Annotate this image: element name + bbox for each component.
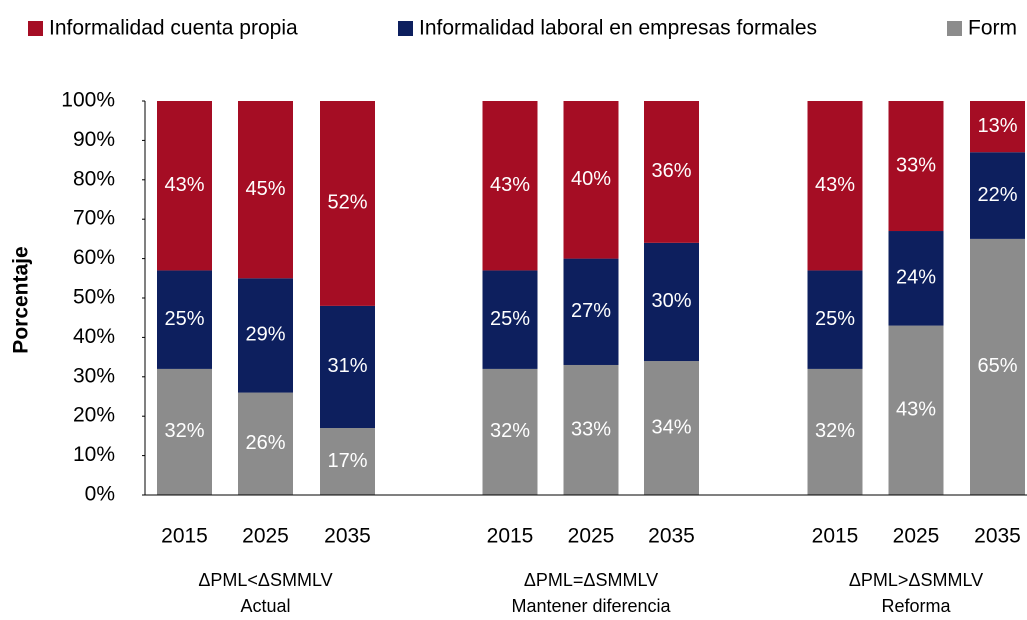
bar-segment [320, 101, 375, 306]
bar-segment [644, 101, 699, 243]
x-tick-label: 2035 [324, 525, 371, 548]
data-label: 22% [977, 184, 1017, 206]
group-sublabel: Actual [240, 596, 290, 616]
bar-segment [888, 231, 944, 326]
bar-segment [970, 101, 1025, 153]
data-label: 17% [327, 450, 367, 472]
data-label: 25% [490, 308, 530, 330]
bar-segment [807, 270, 863, 369]
data-label: 29% [245, 324, 285, 346]
data-label: 32% [490, 420, 530, 442]
bar-segment [888, 101, 944, 232]
group-label: ΔPML=ΔSMMLV [524, 570, 658, 590]
bar-segment [320, 305, 375, 429]
bar-segment [970, 238, 1025, 495]
y-tick-label: 0% [85, 483, 115, 506]
y-tick-label: 10% [73, 443, 115, 466]
x-tick-label: 2025 [568, 525, 615, 548]
bar-segment [238, 278, 293, 393]
y-tick-label: 90% [73, 128, 115, 151]
y-tick-label: 40% [73, 325, 115, 348]
bar-segment [157, 368, 212, 495]
data-label: 43% [164, 174, 204, 196]
legend-swatch [398, 21, 413, 36]
bar-segment [482, 270, 538, 369]
data-label: 43% [490, 174, 530, 196]
bar-segment [644, 361, 699, 495]
bar-segment [157, 101, 212, 271]
legend-label: Form [968, 17, 1017, 40]
y-tick-label: 30% [73, 364, 115, 387]
legend-swatch [947, 21, 962, 36]
y-tick-label: 80% [73, 167, 115, 190]
group-label: ΔPML<ΔSMMLV [198, 570, 332, 590]
y-tick-label: 20% [73, 404, 115, 427]
bar-segment [320, 428, 375, 495]
data-label: 24% [896, 267, 936, 289]
bar-segment [970, 152, 1025, 239]
data-label: 31% [327, 355, 367, 377]
data-label: 32% [164, 420, 204, 442]
data-label: 26% [245, 432, 285, 454]
data-label: 33% [896, 154, 936, 176]
y-axis-label: Porcentaje [10, 246, 33, 353]
bar-segment [563, 364, 619, 495]
x-tick-label: 2025 [893, 525, 940, 548]
data-label: 32% [815, 420, 855, 442]
bar-segment [807, 368, 863, 495]
data-label: 25% [164, 308, 204, 330]
bar-segment [482, 101, 538, 271]
data-label: 45% [245, 178, 285, 200]
x-tick-label: 2015 [812, 525, 859, 548]
x-tick-label: 2035 [648, 525, 695, 548]
bar-segment [563, 101, 619, 259]
data-label: 52% [327, 192, 367, 214]
x-tick-label: 2015 [161, 525, 208, 548]
data-label: 65% [977, 355, 1017, 377]
legend-swatch [28, 21, 43, 36]
data-label: 27% [571, 300, 611, 322]
y-tick-label: 100% [61, 89, 115, 112]
bar-segment [644, 242, 699, 362]
group-sublabel: Reforma [881, 596, 951, 616]
data-label: 33% [571, 418, 611, 440]
legend-label: Informalidad laboral en empresas formale… [419, 17, 817, 40]
y-tick-label: 50% [73, 286, 115, 309]
y-tick-label: 60% [73, 246, 115, 269]
data-label: 43% [815, 174, 855, 196]
bar-segment [157, 270, 212, 369]
bar-segment [482, 368, 538, 495]
bar-segment [238, 392, 293, 495]
y-tick-label: 70% [73, 207, 115, 230]
x-tick-label: 2015 [487, 525, 534, 548]
legend-label: Informalidad cuenta propia [49, 17, 298, 40]
bar-segment [807, 101, 863, 271]
group-sublabel: Mantener diferencia [511, 596, 671, 616]
data-label: 40% [571, 168, 611, 190]
bar-segment [238, 101, 293, 279]
bar-segment [888, 325, 944, 495]
data-label: 30% [651, 290, 691, 312]
data-label: 25% [815, 308, 855, 330]
data-label: 36% [651, 160, 691, 182]
data-label: 13% [977, 115, 1017, 137]
x-tick-label: 2035 [974, 525, 1021, 548]
bar-segment [563, 258, 619, 365]
data-label: 34% [651, 416, 691, 438]
x-tick-label: 2025 [242, 525, 289, 548]
data-label: 43% [896, 399, 936, 421]
group-label: ΔPML>ΔSMMLV [849, 570, 983, 590]
